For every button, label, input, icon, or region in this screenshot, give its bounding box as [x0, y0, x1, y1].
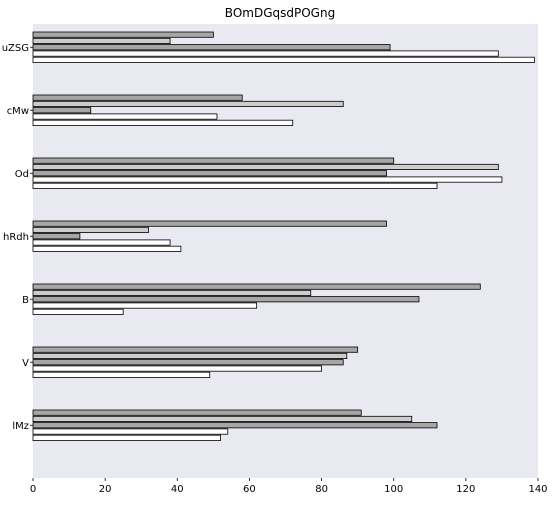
bar-cMw-s3: [32, 107, 92, 114]
bar-cMw-s4: [32, 113, 218, 120]
bar-Od-s3: [32, 170, 387, 177]
bar-V-s4: [32, 365, 322, 372]
x-tick-label: 60: [243, 484, 256, 495]
bar-V-s1: [32, 346, 359, 353]
bar-hRdh-s5: [32, 245, 182, 252]
bar-lMz-s2: [32, 415, 413, 422]
bar-hRdh-s3: [32, 233, 81, 240]
x-axis: 0 20 40 60 80 100 120 140: [30, 478, 548, 495]
bar-B-s1: [32, 283, 481, 290]
y-tick-label: V: [22, 358, 29, 369]
y-tick-label: B: [22, 295, 29, 306]
bar-uZSG-s2: [32, 37, 171, 44]
y-tick-label: cMw: [7, 106, 29, 117]
bars-layer: [32, 31, 535, 441]
bar-B-s2: [32, 289, 312, 296]
bar-hRdh-s4: [32, 239, 171, 246]
bar-uZSG-s5: [32, 56, 535, 63]
bar-Od-s2: [32, 163, 499, 171]
x-tick-label: 120: [456, 484, 475, 495]
bar-uZSG-s4: [32, 50, 499, 57]
y-tick-label: uZSG: [2, 43, 29, 54]
x-tick-label: 40: [171, 484, 184, 495]
x-tick-label: 140: [528, 484, 547, 495]
bar-B-s3: [32, 296, 420, 303]
bar-uZSG-s1: [32, 31, 214, 38]
x-tick-label: 80: [315, 484, 328, 495]
bar-cMw-s5: [32, 119, 294, 126]
chart-title: BOmDGqsdPOGng: [225, 6, 335, 20]
x-tick-label: 0: [30, 484, 36, 495]
bar-V-s3: [32, 359, 344, 366]
y-tick-label: hRdh: [3, 232, 29, 243]
y-tick-label: lMz: [12, 421, 29, 432]
bar-B-s5: [32, 308, 124, 315]
bar-lMz-s1: [32, 409, 362, 416]
bar-V-s2: [32, 352, 348, 359]
x-tick-label: 20: [99, 484, 112, 495]
bar-B-s4: [32, 302, 258, 309]
bar-hRdh-s2: [32, 226, 149, 234]
bar-Od-s1: [32, 157, 395, 164]
bar-lMz-s5: [32, 434, 221, 441]
bar-uZSG-s3: [32, 44, 391, 51]
bar-hRdh-s1: [32, 220, 387, 227]
bar-Od-s5: [32, 182, 438, 189]
bar-lMz-s3: [32, 422, 438, 429]
bar-cMw-s1: [32, 94, 243, 101]
bar-V-s5: [32, 371, 211, 378]
x-tick-label: 100: [384, 484, 403, 495]
bar-cMw-s2: [32, 100, 344, 108]
bar-Od-s4: [32, 176, 503, 183]
y-tick-label: Od: [15, 169, 29, 180]
bar-lMz-s4: [32, 428, 229, 435]
